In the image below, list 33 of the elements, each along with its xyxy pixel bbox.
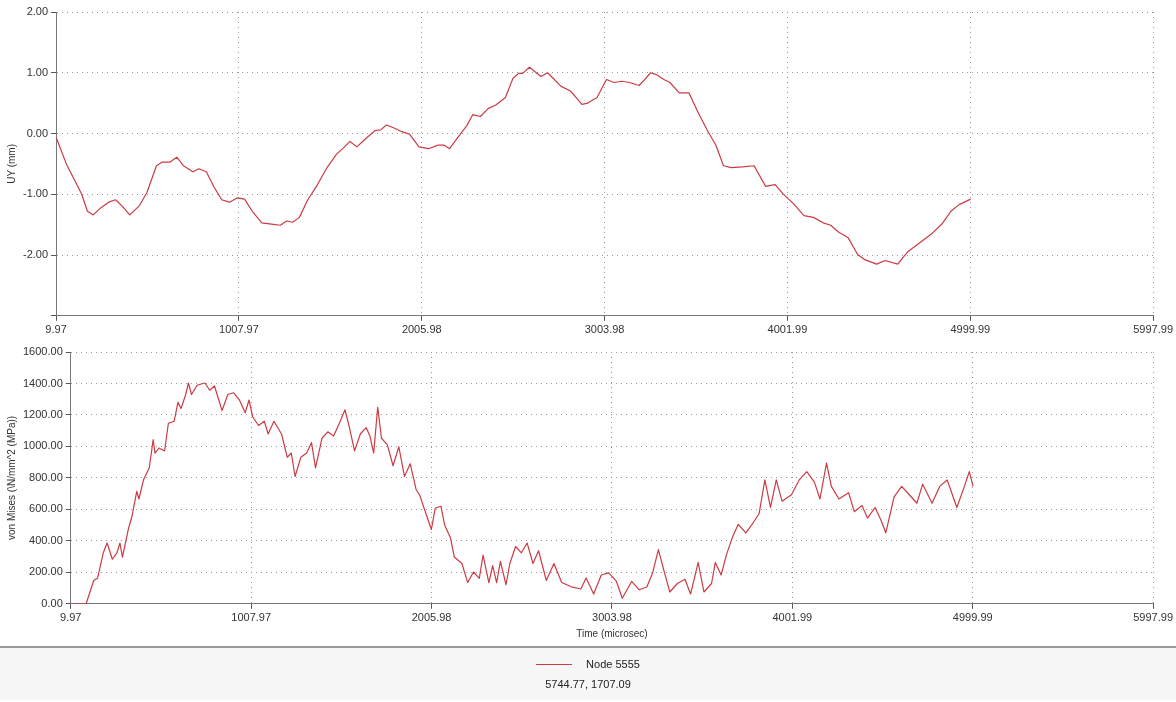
y-axis-title: UY (mm): [5, 143, 17, 184]
y-tick-label: 2.00: [26, 5, 49, 18]
y-tick-label: 800.00: [29, 470, 63, 483]
legend-label: Node 5555: [586, 658, 640, 670]
y-tick-label: -1.00: [22, 187, 49, 200]
x-tick-label: 5997.99: [1133, 611, 1173, 624]
x-tick-label: 4999.99: [950, 323, 991, 336]
x-tick-label: 2005.98: [401, 323, 442, 336]
y-tick-label: 200.00: [29, 565, 63, 578]
y-tick-label: 0.00: [26, 126, 49, 139]
x-tick-label: 9.97: [45, 323, 67, 336]
x-tick-label: 4999.99: [952, 611, 993, 624]
x-tick-label: 3003.98: [584, 323, 625, 336]
y-axis-title: von Mises (\N/mm^2 (MPa)): [5, 415, 17, 540]
x-axis-title: Time (microsec): [576, 627, 648, 639]
y-tick-label: 0.00: [41, 596, 63, 609]
y-tick-label: 1400.00: [23, 376, 63, 389]
y-tick-label: -2.00: [22, 248, 49, 261]
x-tick-label: 1007.97: [231, 611, 272, 624]
x-tick-label: 4001.99: [767, 323, 808, 336]
x-tick-label: 4001.99: [772, 611, 813, 624]
y-tick-label: 1600.00: [23, 345, 63, 358]
x-tick-label: 3003.98: [592, 611, 632, 624]
x-tick-label: 1007.97: [219, 323, 259, 336]
x-tick-label: 5997.99: [1133, 323, 1173, 336]
y-tick-label: 1000.00: [23, 439, 63, 452]
x-tick-label: 2005.98: [411, 611, 452, 624]
y-tick-label: 600.00: [29, 502, 63, 515]
y-tick-label: 400.00: [29, 533, 63, 546]
y-tick-label: 1200.00: [23, 407, 63, 420]
text: 5744.77, 1707.09: [544, 678, 632, 690]
y-tick-label: 1.00: [26, 65, 49, 78]
x-tick-label: 9.97: [60, 611, 82, 624]
